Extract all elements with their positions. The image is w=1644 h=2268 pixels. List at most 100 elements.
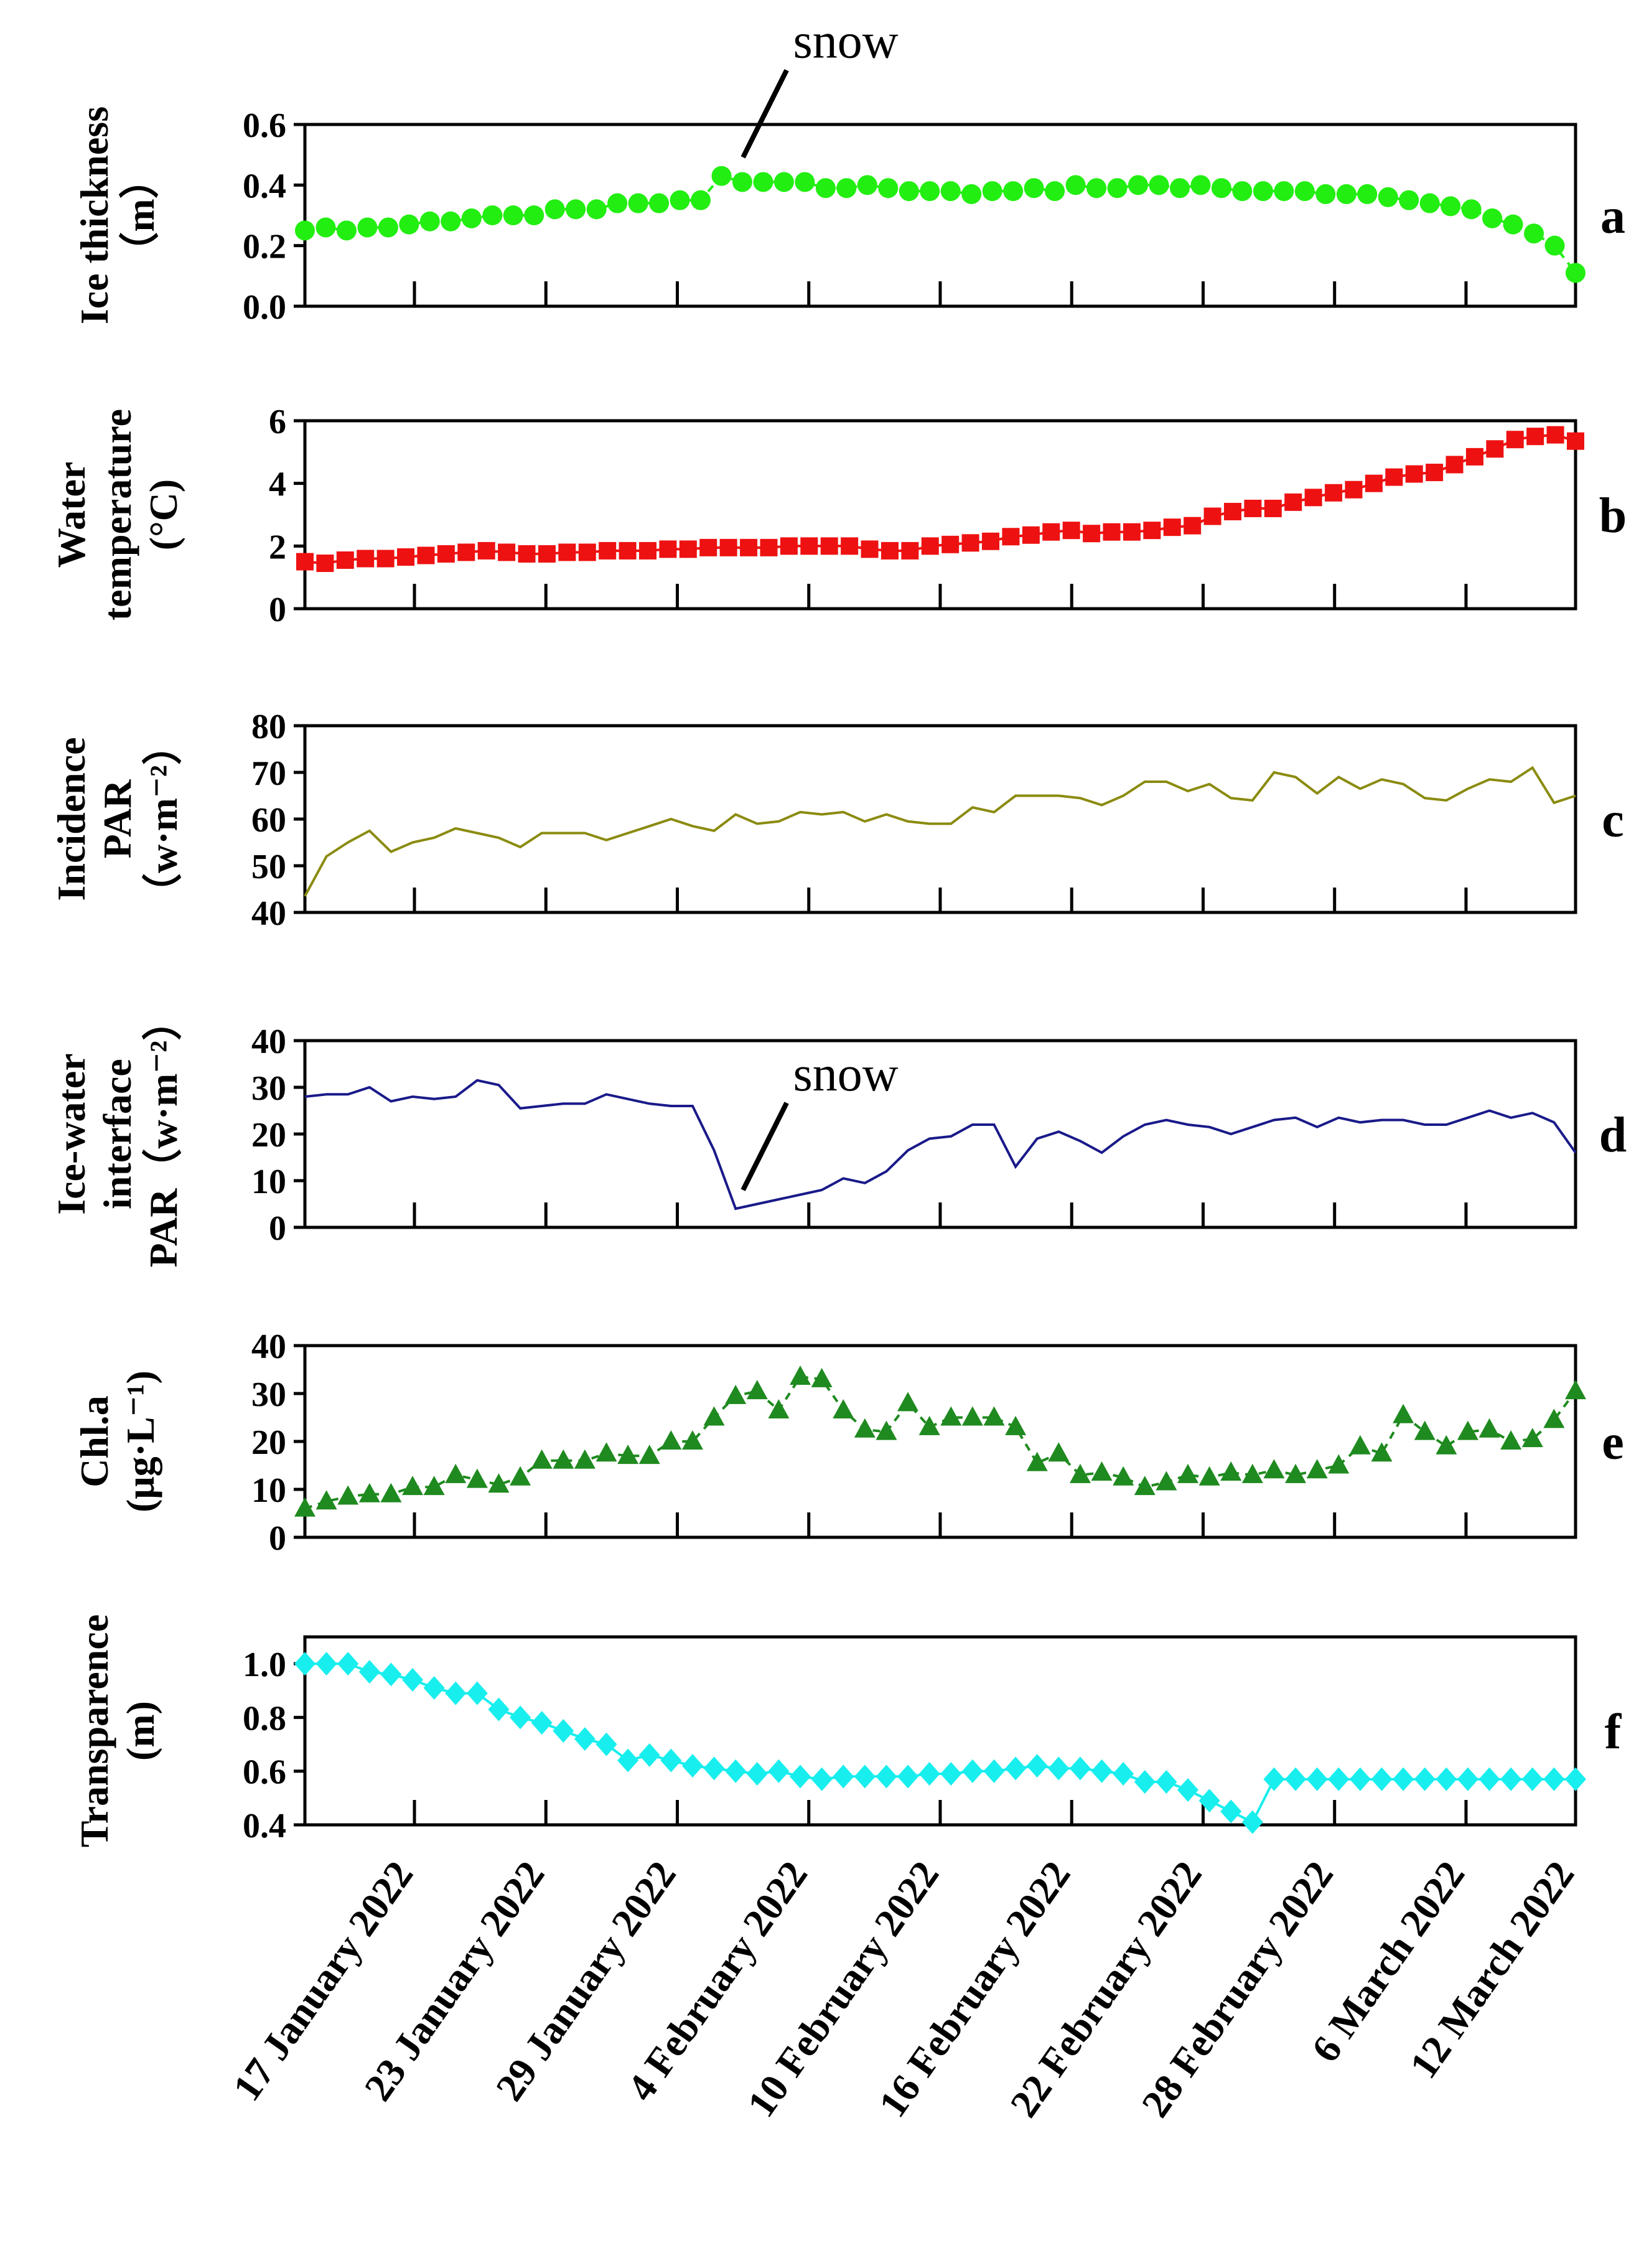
data-point: [1565, 1767, 1586, 1791]
data-point: [918, 1762, 940, 1786]
data-point: [578, 543, 596, 561]
data-point: [1306, 1459, 1328, 1479]
data-point: [1103, 523, 1121, 541]
data-point: [795, 172, 815, 192]
data-point: [1069, 1463, 1091, 1483]
data-point: [1005, 1756, 1027, 1781]
data-point: [790, 1764, 811, 1789]
data-point: [558, 543, 576, 561]
data-point: [1048, 1442, 1070, 1462]
data-point: [1414, 1767, 1436, 1791]
data-point: [524, 205, 544, 225]
data-point: [1393, 1767, 1414, 1791]
data-point: [780, 537, 798, 555]
y-tick-label: 80: [251, 708, 286, 746]
data-point: [921, 537, 939, 555]
data-point: [1184, 517, 1202, 535]
y-tick-label: 0.0: [243, 288, 286, 327]
data-point: [1203, 507, 1221, 525]
data-point: [399, 214, 419, 235]
data-point: [732, 172, 752, 192]
data-point: [510, 1466, 531, 1486]
data-point: [336, 551, 354, 569]
data-point: [725, 1759, 747, 1783]
data-point: [599, 541, 617, 560]
data-point: [878, 178, 899, 199]
data-point: [397, 548, 415, 566]
data-point: [1486, 440, 1504, 458]
data-point: [1478, 1418, 1500, 1438]
data-point: [1543, 1408, 1565, 1428]
data-point: [315, 217, 336, 238]
data-point: [876, 1764, 897, 1789]
data-point: [940, 181, 961, 202]
data-point: [1045, 181, 1065, 202]
data-point: [920, 181, 940, 202]
data-point: [488, 1473, 510, 1493]
data-point: [617, 1748, 639, 1773]
y-tick-label: 0: [269, 591, 286, 629]
data-point: [1128, 175, 1149, 195]
data-point: [815, 178, 836, 199]
data-point: [1220, 1799, 1242, 1824]
data-point: [1177, 1463, 1199, 1483]
data-point: [531, 1449, 553, 1469]
y-tick-label: 60: [251, 801, 286, 840]
data-point: [1113, 1466, 1134, 1486]
data-point: [477, 541, 495, 560]
panel-label: e: [1602, 1415, 1624, 1470]
data-point: [1543, 1767, 1565, 1791]
data-point: [760, 538, 778, 556]
data-point: [503, 205, 523, 225]
data-point: [566, 199, 586, 220]
panel-label: b: [1599, 489, 1627, 543]
data-point: [746, 1380, 768, 1400]
data-point: [380, 1662, 402, 1687]
data-point: [1220, 1461, 1242, 1481]
data-point: [1149, 175, 1169, 195]
data-point: [544, 199, 565, 220]
data-point: [1198, 1789, 1220, 1813]
data-point: [940, 1406, 962, 1426]
data-point: [1086, 178, 1107, 199]
y-axis-label: Ice thickness: [72, 106, 116, 324]
data-point: [1521, 1767, 1543, 1791]
data-point: [531, 1711, 553, 1735]
data-point: [1567, 432, 1584, 450]
data-point: [1091, 1461, 1113, 1481]
y-tick-label: 0.4: [243, 1807, 286, 1845]
data-point: [1482, 208, 1503, 228]
data-point: [1446, 456, 1464, 474]
data-point: [746, 1762, 768, 1786]
y-axis-label: PAR: [95, 779, 139, 859]
data-point: [638, 1445, 660, 1464]
y-axis-label: (m): [118, 1701, 162, 1761]
data-point: [679, 540, 697, 558]
y-tick-label: 20: [251, 1423, 286, 1462]
data-point: [1399, 190, 1419, 210]
y-axis-label: Chl.a: [72, 1395, 116, 1488]
data-point: [897, 1764, 919, 1789]
plot-frame: [303, 419, 1577, 611]
data-point: [1436, 1435, 1457, 1455]
data-point: [899, 181, 919, 202]
data-point: [336, 220, 357, 241]
data-point: [1026, 1754, 1048, 1778]
y-tick-label: 20: [251, 1116, 286, 1155]
data-point: [740, 538, 758, 556]
data-point: [833, 1399, 854, 1418]
data-point: [1414, 1420, 1436, 1440]
data-point: [639, 541, 657, 560]
data-point: [659, 540, 677, 558]
data-point: [1378, 187, 1398, 207]
data-point: [457, 543, 475, 561]
data-point: [402, 1476, 424, 1496]
data-point: [1436, 1767, 1457, 1791]
annotation-text: snow: [793, 1047, 899, 1102]
data-point: [358, 1483, 380, 1502]
panel-a: 0.0 0.2 0.4 0.6 Ice thickness （m） a snow: [72, 14, 1625, 327]
y-axis-label: Incidence: [49, 737, 93, 901]
data-point: [1241, 1810, 1263, 1834]
data-point: [1113, 1762, 1134, 1786]
annotation-arrow: [740, 1102, 789, 1191]
